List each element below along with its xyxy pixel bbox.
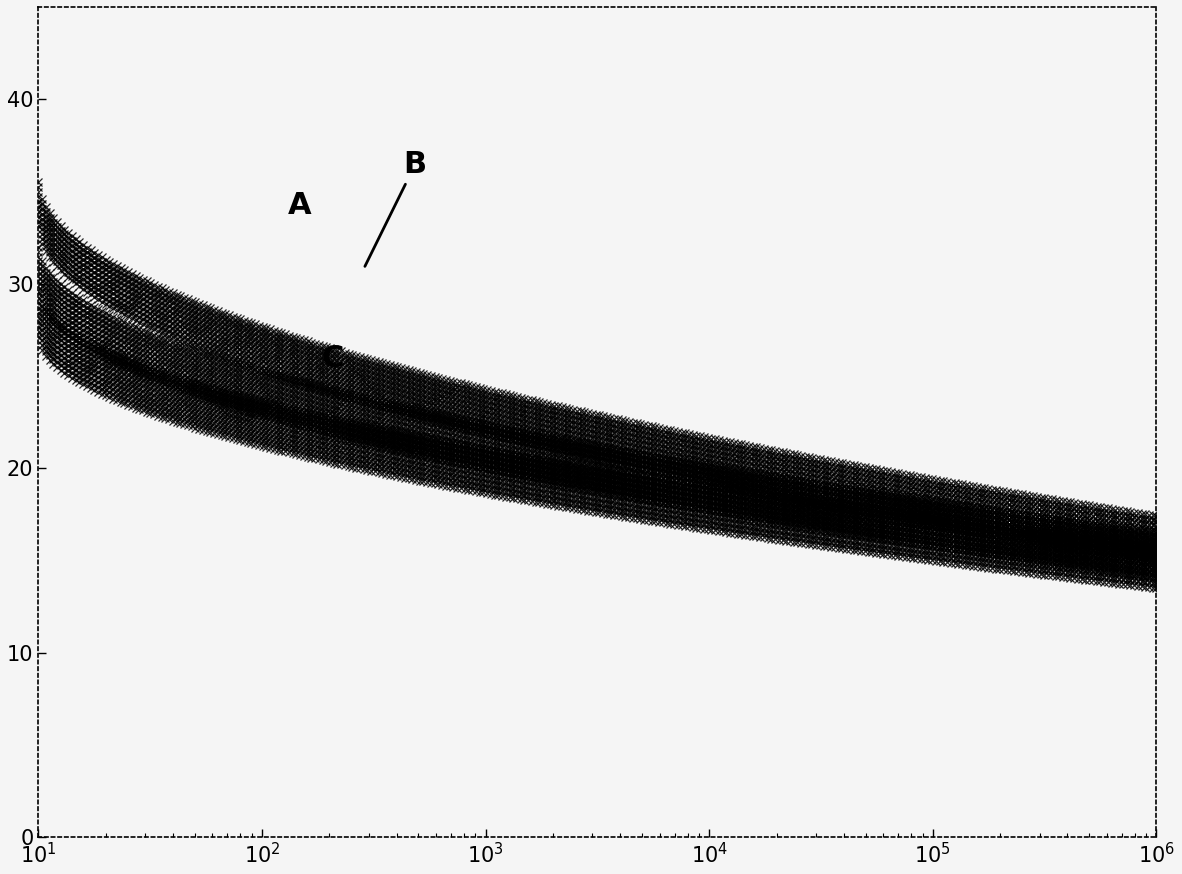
Text: A: A — [287, 191, 311, 219]
Text: C: C — [322, 343, 344, 372]
Text: B: B — [365, 150, 427, 267]
